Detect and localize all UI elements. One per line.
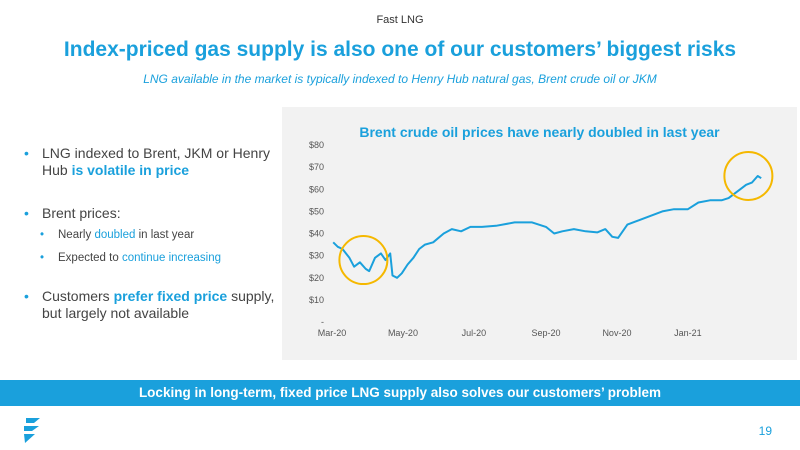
bullet-dot-icon: • [24,145,29,161]
x-tick-label: Mar-20 [318,328,347,338]
page-title: Index-priced gas supply is also one of o… [63,38,737,61]
bullet-text: Brent prices: [42,205,121,221]
bullet-dot-icon: • [24,205,29,221]
y-tick-label: $30 [309,251,324,261]
x-tick-label: Sep-20 [531,328,560,338]
header-label: Fast LNG [376,14,424,26]
bullet-list: • LNG indexed to Brent, JKM or Henry Hub… [24,145,279,348]
sub-bullet-text: Nearly [58,229,95,241]
sub-bullet-text: Expected to [58,252,122,264]
sub-bullet-doubled: • Nearly doubled in last year [40,226,279,245]
brent-price-chart: - $10 $20 $30 $40 $50 $60 $70 $80 Mar-20 May-20 Jul… [309,140,774,338]
bullet-volatility: • LNG indexed to Brent, JKM or Henry Hub… [24,145,279,179]
bullet-fixed-price: • Customers prefer fixed price supply, b… [24,288,279,322]
bullet-brent: • Brent prices: [24,205,279,222]
bullet-dot-icon: • [40,252,45,264]
flame-logo-icon [24,418,40,443]
page-subtitle: LNG available in the market is typically… [143,72,657,86]
y-tick-label: $10 [309,295,324,305]
bullet-text: LNG indexed to Brent, JKM or Henry Hub [42,145,270,178]
y-tick-label: $80 [309,140,324,150]
y-tick-label: - [321,317,324,327]
sub-bullet-list: • Nearly doubled in last year • Expected… [40,226,279,268]
sub-bullet-text: in last year [135,229,195,241]
bullet-dot-icon: • [40,229,45,241]
highlight-circle [338,235,389,286]
highlight-circle [723,150,774,201]
bullet-text: Customers [42,288,114,304]
y-tick-label: $50 [309,206,324,216]
x-tick-label: May-20 [388,328,418,338]
sub-bullet-highlight: continue increasing [121,252,222,264]
chart-title: Brent crude oil prices have nearly doubl… [359,124,720,140]
chart-panel [282,107,797,360]
bullet-text: supply, but largely not available [42,288,275,321]
bottom-banner: Locking in long-term, fixed price LNG su… [0,380,800,406]
sub-bullet-highlight: doubled [94,229,136,241]
bullet-highlight: is volatile in price [71,162,190,178]
x-tick-label: Jan-21 [674,328,702,338]
bullet-dot-icon: • [24,288,29,304]
sub-bullet-increasing: • Expected to continue increasing [40,249,279,268]
y-tick-label: $40 [309,229,324,239]
bullet-highlight: prefer fixed price [113,288,228,304]
x-tick-label: Jul-20 [462,328,487,338]
x-tick-label: Nov-20 [602,328,631,338]
y-tick-label: $20 [309,273,324,283]
y-tick-label: $70 [309,162,324,172]
series-line [332,175,762,279]
y-tick-label: $60 [309,184,324,194]
page-number: 19 [758,424,772,438]
